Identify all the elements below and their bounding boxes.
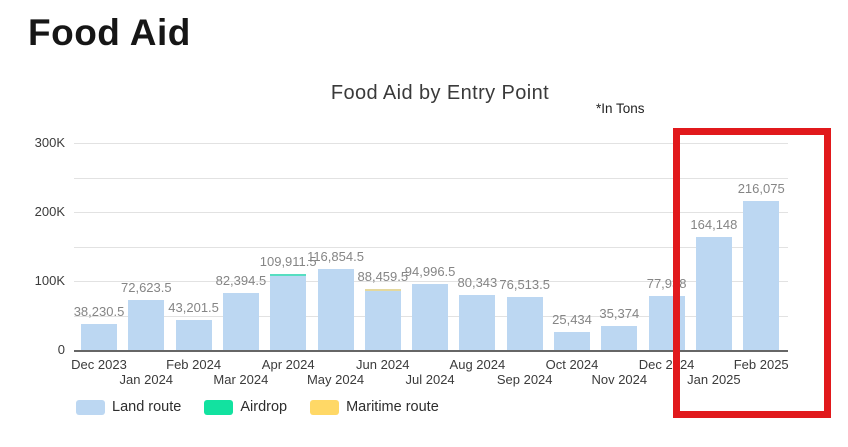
bar-jan-2024[interactable] (128, 299, 165, 350)
legend-item-maritime-route[interactable]: Maritime route (310, 399, 439, 415)
gridline (74, 212, 788, 213)
x-axis-tick-label: Feb 2025 (733, 357, 789, 372)
gridline (74, 177, 788, 179)
bar-jul-2024[interactable] (412, 284, 449, 350)
x-axis-line (74, 350, 788, 352)
gridline (74, 143, 788, 144)
bar-jan-2025[interactable] (695, 236, 732, 350)
bar-value-label: 109,911.5 (259, 254, 317, 270)
legend-label: Airdrop (240, 399, 288, 415)
x-axis-tick-label: Sep 2024 (496, 372, 553, 387)
bar-dec-2023[interactable] (81, 323, 117, 350)
legend-label: Maritime route (346, 399, 439, 415)
gridline (74, 281, 788, 282)
x-axis-tick-label: Aug 2024 (449, 357, 506, 372)
bar-value-label: 88,459.5 (357, 268, 409, 284)
bar-value-label: 94,996.5 (404, 264, 456, 280)
bar-value-label: 77,938 (646, 276, 687, 292)
y-axis-tick-label: 300K (34, 135, 65, 150)
x-axis-tick-label: Oct 2024 (545, 357, 599, 372)
bar-value-label: 35,374 (599, 305, 640, 321)
bar-oct-2024[interactable] (554, 332, 590, 350)
bar-value-label: 116,854.5 (307, 249, 364, 265)
bar-value-label: 38,230.5 (73, 303, 125, 319)
y-axis-tick-label: 100K (34, 273, 65, 288)
bar-jun-2024[interactable] (364, 288, 401, 350)
bar-value-label: 164,148 (690, 216, 738, 232)
bar-value-label: 76,513.5 (499, 277, 550, 293)
chart-legend: Land route Airdrop Maritime route (76, 399, 439, 415)
bar-feb-2024[interactable] (175, 320, 212, 350)
x-axis-tick-label: Jan 2025 (687, 372, 741, 387)
unit-note: *In Tons (596, 101, 645, 116)
bar-value-label: 216,075 (737, 180, 785, 196)
x-axis-tick-label: Apr 2024 (261, 357, 315, 372)
bar-feb-2025[interactable] (743, 200, 780, 350)
maritime-segment[interactable] (364, 288, 401, 292)
bar-value-label: 80,343 (457, 274, 498, 290)
x-axis-tick-label: Jan 2024 (119, 372, 174, 387)
x-axis-tick-label: Jul 2024 (405, 372, 455, 387)
x-axis-tick-label: Dec 2024 (638, 357, 695, 372)
bar-value-label: 72,623.5 (120, 279, 172, 295)
x-axis-tick-label: Nov 2024 (591, 372, 648, 387)
x-axis-tick-label: Feb 2024 (166, 357, 222, 372)
bar-value-label: 82,394.5 (215, 273, 267, 289)
x-axis-tick-label: Jun 2024 (356, 357, 410, 372)
x-axis-tick-label: Dec 2023 (71, 357, 127, 372)
bar-sep-2024[interactable] (506, 297, 543, 350)
legend-item-airdrop[interactable]: Airdrop (204, 399, 287, 415)
bar-may-2024[interactable] (317, 269, 354, 350)
x-axis-tick-label: May 2024 (306, 372, 365, 387)
legend-label: Land route (112, 399, 182, 415)
bar-aug-2024[interactable] (459, 294, 496, 350)
bar-nov-2024[interactable] (601, 325, 638, 350)
legend-item-land-route[interactable]: Land route (76, 399, 181, 415)
chart-title: Food Aid by Entry Point (330, 82, 550, 104)
airdrop-segment[interactable] (270, 274, 307, 277)
bar-apr-2024[interactable] (270, 274, 307, 350)
legend-swatch-icon (76, 399, 105, 415)
y-axis-tick-label: 200K (34, 204, 65, 219)
y-axis-tick-label: 0 (57, 342, 65, 357)
x-axis-tick-label: Mar 2024 (213, 372, 269, 387)
bar-value-label: 25,434 (552, 312, 592, 328)
gridline (74, 246, 788, 248)
legend-swatch-icon (310, 399, 340, 415)
bar-mar-2024[interactable] (222, 293, 259, 350)
bar-value-label: 43,201.5 (168, 300, 219, 316)
bar-dec-2024[interactable] (648, 296, 685, 350)
legend-swatch-icon (204, 399, 234, 415)
page-title: Food Aid (28, 12, 191, 53)
